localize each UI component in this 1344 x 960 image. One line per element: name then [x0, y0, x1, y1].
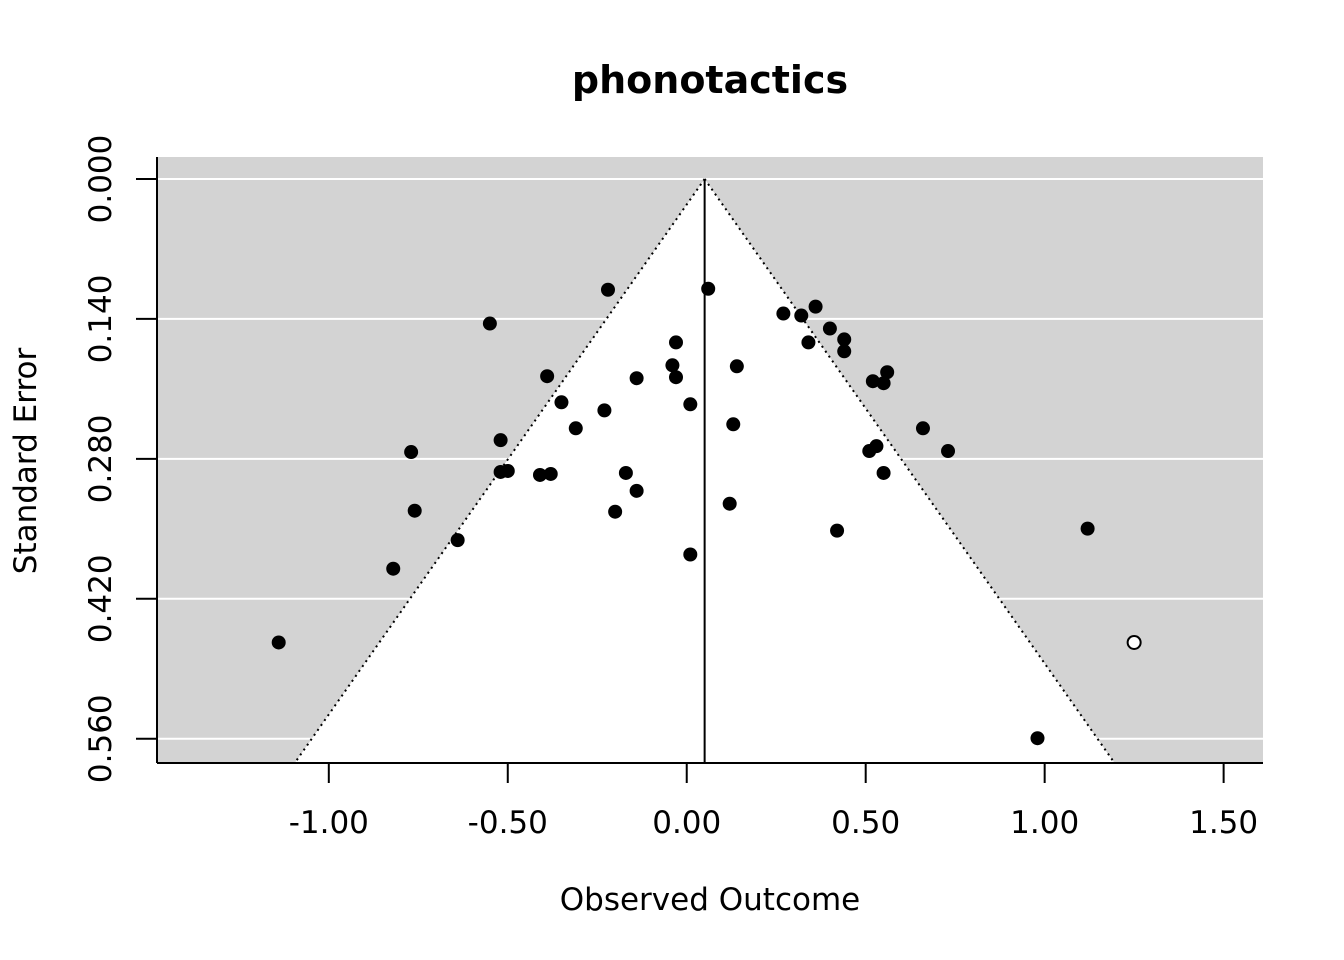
- study-point: [876, 465, 891, 480]
- x-tick-label: -0.50: [468, 805, 548, 841]
- study-point: [407, 503, 422, 518]
- study-point: [865, 374, 880, 389]
- study-point: [869, 439, 884, 454]
- imputed-study-point: [1126, 634, 1142, 650]
- study-point: [1030, 731, 1045, 746]
- study-point: [629, 371, 644, 386]
- study-point: [668, 335, 683, 350]
- study-point: [404, 445, 419, 460]
- study-point: [600, 282, 615, 297]
- y-tick-label: 0.140: [83, 275, 119, 364]
- study-point: [822, 321, 837, 336]
- x-tick-label: 1.50: [1189, 805, 1258, 841]
- study-point: [726, 417, 741, 432]
- study-point: [608, 504, 623, 519]
- study-point: [1080, 521, 1095, 536]
- study-point: [830, 523, 845, 538]
- x-axis-label: Observed Outcome: [560, 882, 860, 918]
- x-tick-label: 0.00: [652, 805, 721, 841]
- study-point: [597, 403, 612, 418]
- axes: -1.00 -0.50 0.00 0.50 1.00 1.50 0.000 0.140 0.28…: [83, 135, 1263, 841]
- study-point: [629, 483, 644, 498]
- study-point: [876, 376, 891, 391]
- x-tick-label: 1.00: [1010, 805, 1079, 841]
- study-point: [837, 344, 852, 359]
- study-point: [776, 306, 791, 321]
- study-point: [729, 359, 744, 374]
- funnel-right-boundary: [703, 178, 1116, 764]
- study-point: [386, 561, 401, 576]
- study-point: [450, 533, 465, 548]
- study-point: [493, 433, 508, 448]
- study-point: [683, 397, 698, 412]
- study-point: [665, 358, 680, 373]
- study-point: [801, 335, 816, 350]
- y-axis-label: Standard Error: [8, 348, 44, 575]
- y-tick-label: 0.420: [83, 554, 119, 643]
- y-tick-label: 0.000: [83, 135, 119, 224]
- study-point: [808, 299, 823, 314]
- study-point: [271, 635, 286, 650]
- study-point: [554, 395, 569, 410]
- y-tick-label: 0.560: [83, 694, 119, 783]
- study-point: [722, 496, 737, 511]
- study-point: [794, 308, 809, 323]
- study-point: [543, 466, 558, 481]
- study-point: [941, 444, 956, 459]
- study-point: [683, 547, 698, 562]
- study-point: [540, 369, 555, 384]
- study-point: [915, 421, 930, 436]
- study-point: [500, 463, 515, 478]
- study-point: [568, 421, 583, 436]
- study-point: [668, 370, 683, 385]
- chart-title: phonotactics: [572, 58, 848, 102]
- study-point: [532, 467, 547, 482]
- funnel-left-boundary: [293, 178, 706, 764]
- x-tick-label: -1.00: [289, 805, 369, 841]
- study-points: [271, 281, 1142, 746]
- study-point: [837, 332, 852, 347]
- study-point: [618, 465, 633, 480]
- study-point: [701, 281, 716, 296]
- study-point: [880, 365, 895, 380]
- study-point: [482, 316, 497, 331]
- x-tick-label: 0.50: [831, 805, 900, 841]
- y-tick-label: 0.280: [83, 414, 119, 503]
